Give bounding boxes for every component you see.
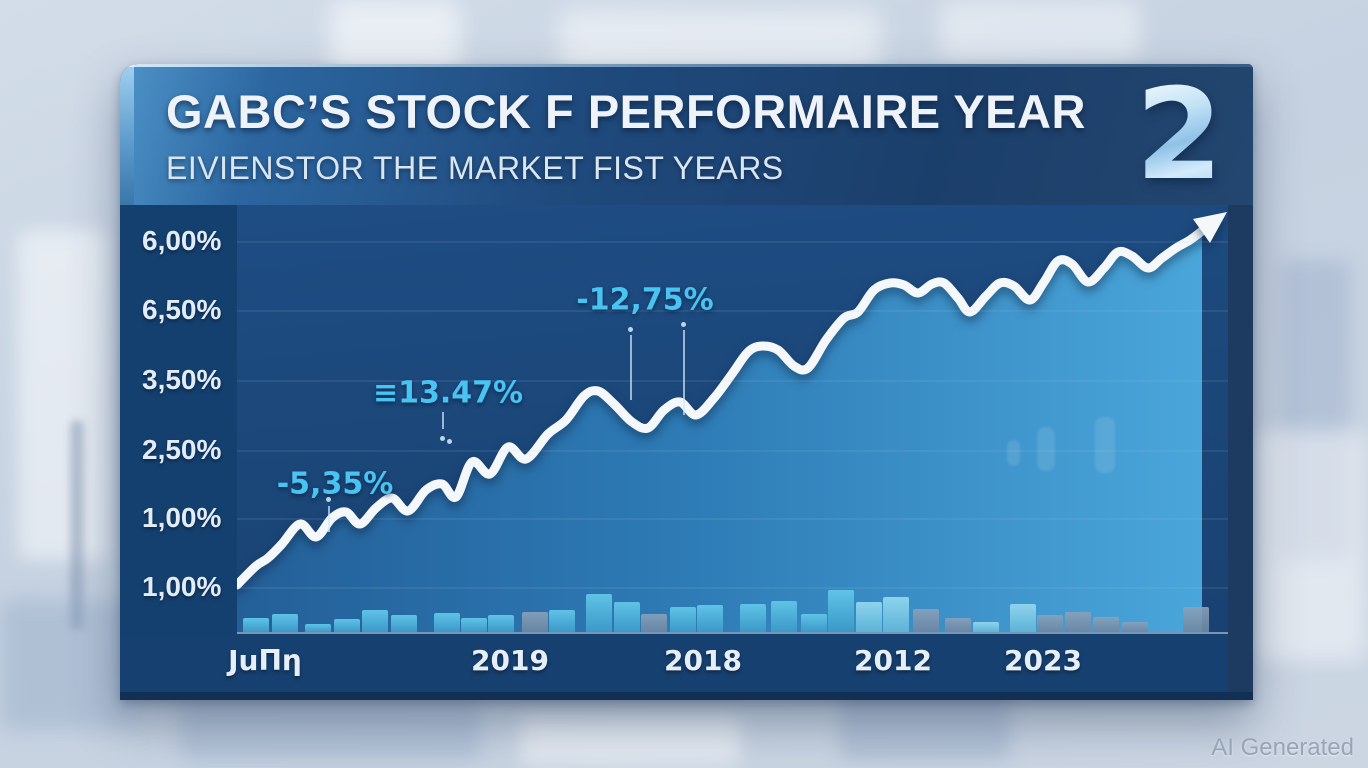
y-axis-label: 1,00% [142,502,222,533]
data-label: ≡13.47% [372,375,524,411]
y-axis-label: 1,00% [142,571,222,602]
panel-bottom-frame [120,692,1253,700]
volume-bar [641,614,667,632]
callout-dot [440,436,445,441]
x-axis-label: 2018 [664,644,742,677]
volume-bar [1010,604,1036,632]
volume-bar [243,618,269,632]
x-axis-baseline [237,632,1228,634]
x-axis-label: JuΠη [228,644,302,677]
panel-right-frame [1228,205,1253,692]
callout-line [328,506,330,532]
gridline [237,518,1228,520]
volume-bar [1065,612,1091,632]
volume-bar [828,590,854,632]
volume-bar [461,618,487,632]
volume-bar [488,615,514,632]
x-axis-label: 2019 [471,644,549,677]
x-axis: JuΠη 2019 2018 2012 2023 [120,634,1253,692]
ai-generated-watermark: AI Generated [1211,734,1354,761]
chart-header: GABC’S STOCK F PERFORMAIRE YEAR EIVIENST… [120,64,1253,205]
volume-bar [697,605,723,632]
volume-bar [362,610,388,632]
volume-bar [945,618,971,632]
volume-bar [614,602,640,632]
volume-bar [801,614,827,632]
callout-line [442,412,444,429]
volume-bar [973,622,999,632]
volume-bar [391,615,417,632]
chart-panel: GABC’S STOCK F PERFORMAIRE YEAR EIVIENST… [120,64,1253,700]
volume-bar [549,610,575,632]
y-axis: 6,00% 6,50% 3,50% 2,50% 1,00% 1,00% [120,205,237,632]
callout-dot [447,439,452,444]
background-decoration [70,420,84,630]
chart-subtitle: EIVIENSTOR THE MARKET FIST YEARS [166,150,784,186]
data-label: -5,35% [276,466,394,502]
volume-bar [1122,622,1148,632]
volume-bar [434,613,460,632]
volume-bar [1093,617,1119,632]
volume-bar [1183,607,1209,632]
background-decoration [520,715,740,765]
gridline [237,380,1228,382]
x-axis-label: 2012 [854,644,932,677]
callout-line [683,330,685,415]
volume-bar [334,619,360,632]
volume-bar [771,601,797,632]
ghost-candle-decoration [1037,427,1055,471]
volume-bar [305,624,331,632]
volume-bar [913,609,939,632]
y-axis-label: 6,50% [142,294,222,325]
background-decoration [1280,260,1350,560]
gridline [237,450,1228,452]
callout-dot [628,327,633,332]
ghost-candle-decoration [1007,440,1020,466]
plot-area: -5,35% ≡13.47% -12,75% [237,205,1228,632]
background-decoration [180,700,480,760]
volume-bar [1037,615,1063,632]
y-axis-label: 6,00% [142,225,222,256]
background-decoration [1255,430,1365,660]
volume-bar [586,594,612,632]
channel-2-logo-icon: 2 [1135,64,1223,205]
y-axis-label: 2,50% [142,434,222,465]
volume-bar [856,602,882,632]
background-decoration [18,230,108,560]
volume-bar [883,597,909,632]
chart-body: 6,00% 6,50% 3,50% 2,50% 1,00% 1,00% -5,35% ≡13… [120,205,1253,700]
callout-line [630,335,632,400]
trend-arrow-head-icon [1193,212,1227,243]
chart-title: GABC’S STOCK F PERFORMAIRE YEAR [166,85,1086,138]
callout-dot [681,322,686,327]
area-fill [237,231,1202,632]
volume-bars [237,205,1228,632]
x-axis-label: 2023 [1004,644,1082,677]
background-decoration [840,690,1010,760]
volume-bar [272,614,298,632]
callout-dot [326,497,331,502]
background-decoration [940,0,1140,60]
volume-bar [522,612,548,632]
ghost-candle-decoration [1095,417,1115,473]
volume-bar [740,604,766,632]
trend-line [237,226,1207,590]
y-axis-label: 3,50% [142,364,222,395]
data-label: -12,75% [576,282,714,318]
gridline [237,587,1228,589]
background-decoration [0,600,140,730]
volume-bar [670,607,696,632]
trend-chart-svg [237,212,1227,632]
gridline [237,241,1228,243]
gridline [237,310,1228,312]
